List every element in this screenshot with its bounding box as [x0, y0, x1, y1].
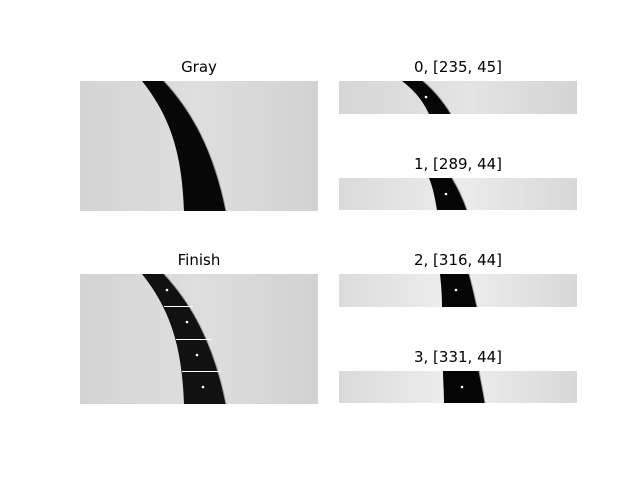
strip-2-centroid: [454, 288, 458, 292]
strip-1-image: [339, 178, 577, 210]
strip-0-centroid: [424, 95, 428, 99]
strip-2-image: [339, 274, 577, 307]
strip-0-image: [339, 81, 577, 114]
panel-title-strip-2: 2, [316, 44]: [413, 251, 503, 269]
scan-line-dividers: [164, 306, 221, 372]
finish-road-image: [80, 274, 318, 404]
panel-title-strip-1: 1, [289, 44]: [413, 155, 503, 173]
panel-title-gray: Gray: [181, 58, 217, 76]
centroid-markers: [165, 288, 205, 389]
finish-image-panel: [80, 274, 318, 404]
strip-3-panel: [339, 371, 577, 403]
panel-title-strip-0: 0, [235, 45]: [413, 58, 503, 76]
strip-0-panel: [339, 81, 577, 114]
strip-1-centroid: [444, 192, 448, 196]
strip-1-panel: [339, 178, 577, 210]
panel-title-strip-3: 3, [331, 44]: [413, 348, 503, 366]
gray-road-image: [80, 81, 318, 211]
strip-3-centroid: [460, 385, 464, 389]
strip-2-panel: [339, 274, 577, 307]
strip-3-image: [339, 371, 577, 403]
panel-title-finish: Finish: [177, 251, 221, 269]
gray-image-panel: [80, 81, 318, 211]
